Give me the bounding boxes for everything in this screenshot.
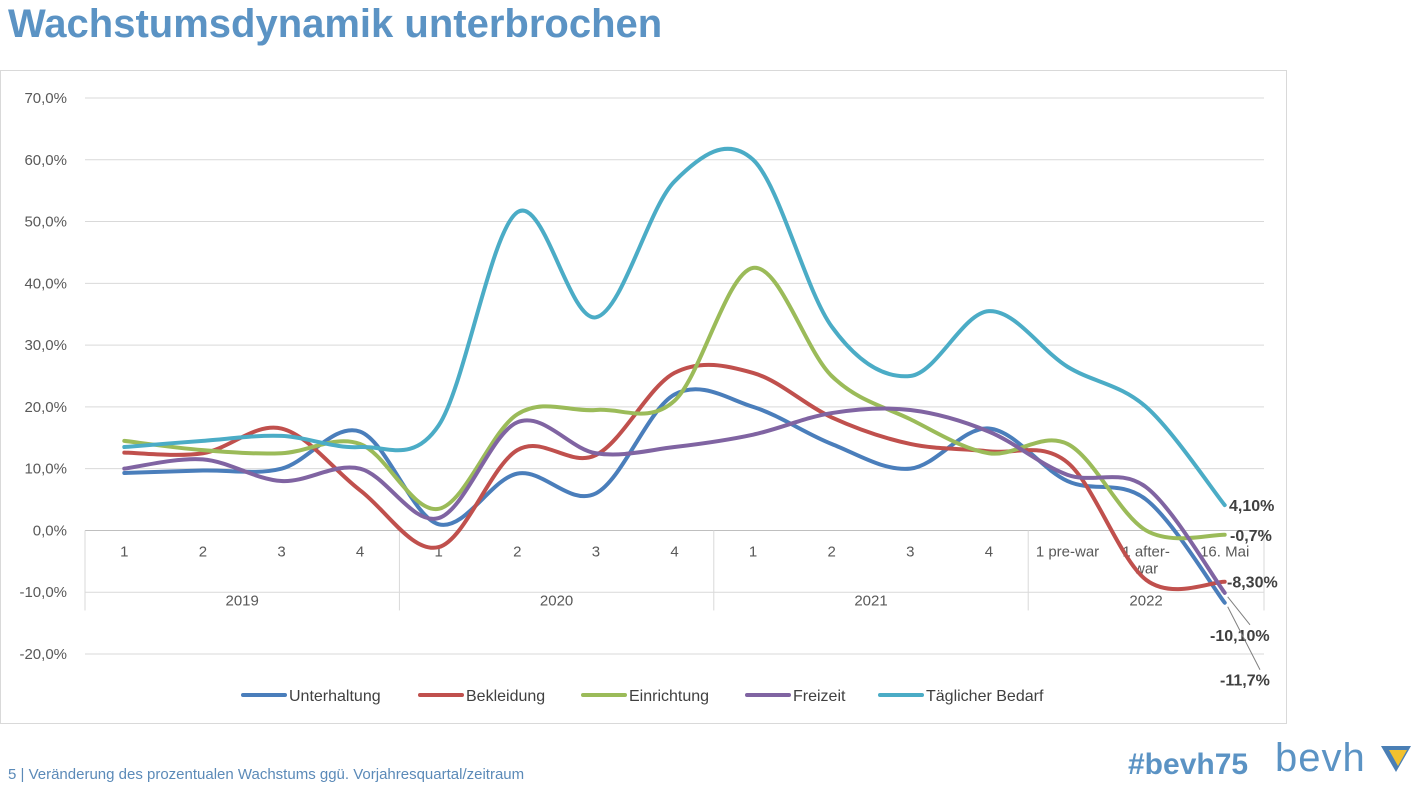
data-label-leader [1227,596,1251,626]
bevh-logo: bevh [1275,736,1415,786]
hashtag-label: #bevh75 [1128,748,1249,781]
x-tick-label: 3 [277,543,285,560]
y-tick-label: 30,0% [24,337,67,354]
x-tick-label: 16. Mai [1200,543,1249,560]
logo-text: bevh [1275,736,1366,780]
x-tick-label: 2 [513,543,521,560]
y-tick-label: -10,0% [19,584,67,601]
x-tick-label: 3 [906,543,914,560]
x-tick-label: 1 after- [1122,543,1170,560]
y-tick-label: 50,0% [24,214,67,231]
x-tick-label: 2 [199,543,207,560]
y-tick-label: 60,0% [24,152,67,169]
data-label-leader [1227,606,1261,670]
series-line [122,362,1227,592]
legend-label: Bekleidung [466,688,545,705]
x-tick-label: 3 [592,543,600,560]
line-chart: 70,0% 60,0% 50,0% 40,0% 30,0% 20,0% 10,0% 0,0% -… [19,90,1278,705]
series-line [122,265,1227,541]
series-line [122,387,1227,605]
x-group-label: 2019 [226,592,259,609]
data-label: -8,30% [1227,575,1278,592]
legend-label: Freizeit [793,688,846,705]
x-tick-label: 1 [749,543,757,560]
x-tick-label: 1 [435,543,443,560]
data-label: -10,10% [1210,628,1270,645]
legend-label: Täglicher Bedarf [926,688,1044,705]
legend-label: Einrichtung [629,688,709,705]
y-tick-label: 20,0% [24,399,67,416]
x-tick-label: 4 [670,543,678,560]
slide-title: Wachstumsdynamik unterbrochen [8,2,663,46]
series-line [122,406,1227,595]
y-tick-label: 40,0% [24,275,67,292]
series-line [122,146,1227,508]
y-tick-label: 10,0% [24,461,67,478]
logo-mark-icon [1381,746,1411,772]
footer-caption: 5 | Veränderung des prozentualen Wachstu… [8,766,525,783]
y-tick-label: -20,0% [19,646,67,663]
x-tick-label: 2 [828,543,836,560]
y-tick-label: 0,0% [33,522,67,539]
x-tick-label: 4 [356,543,364,560]
x-group-label: 2022 [1129,592,1162,609]
x-tick-label: 1 [120,543,128,560]
x-tick-label: 4 [985,543,993,560]
x-group-label: 2020 [540,592,573,609]
chart-frame: 70,0% 60,0% 50,0% 40,0% 30,0% 20,0% 10,0% 0,0% -… [0,70,1287,724]
x-group-label: 2021 [854,592,887,609]
x-tick-label: 1 pre-war [1036,543,1099,560]
data-label: -11,7% [1220,673,1270,690]
data-label: 4,10% [1229,498,1274,515]
y-tick-label: 70,0% [24,90,67,107]
data-label: -0,7% [1230,528,1272,545]
legend-label: Unterhaltung [289,688,381,705]
